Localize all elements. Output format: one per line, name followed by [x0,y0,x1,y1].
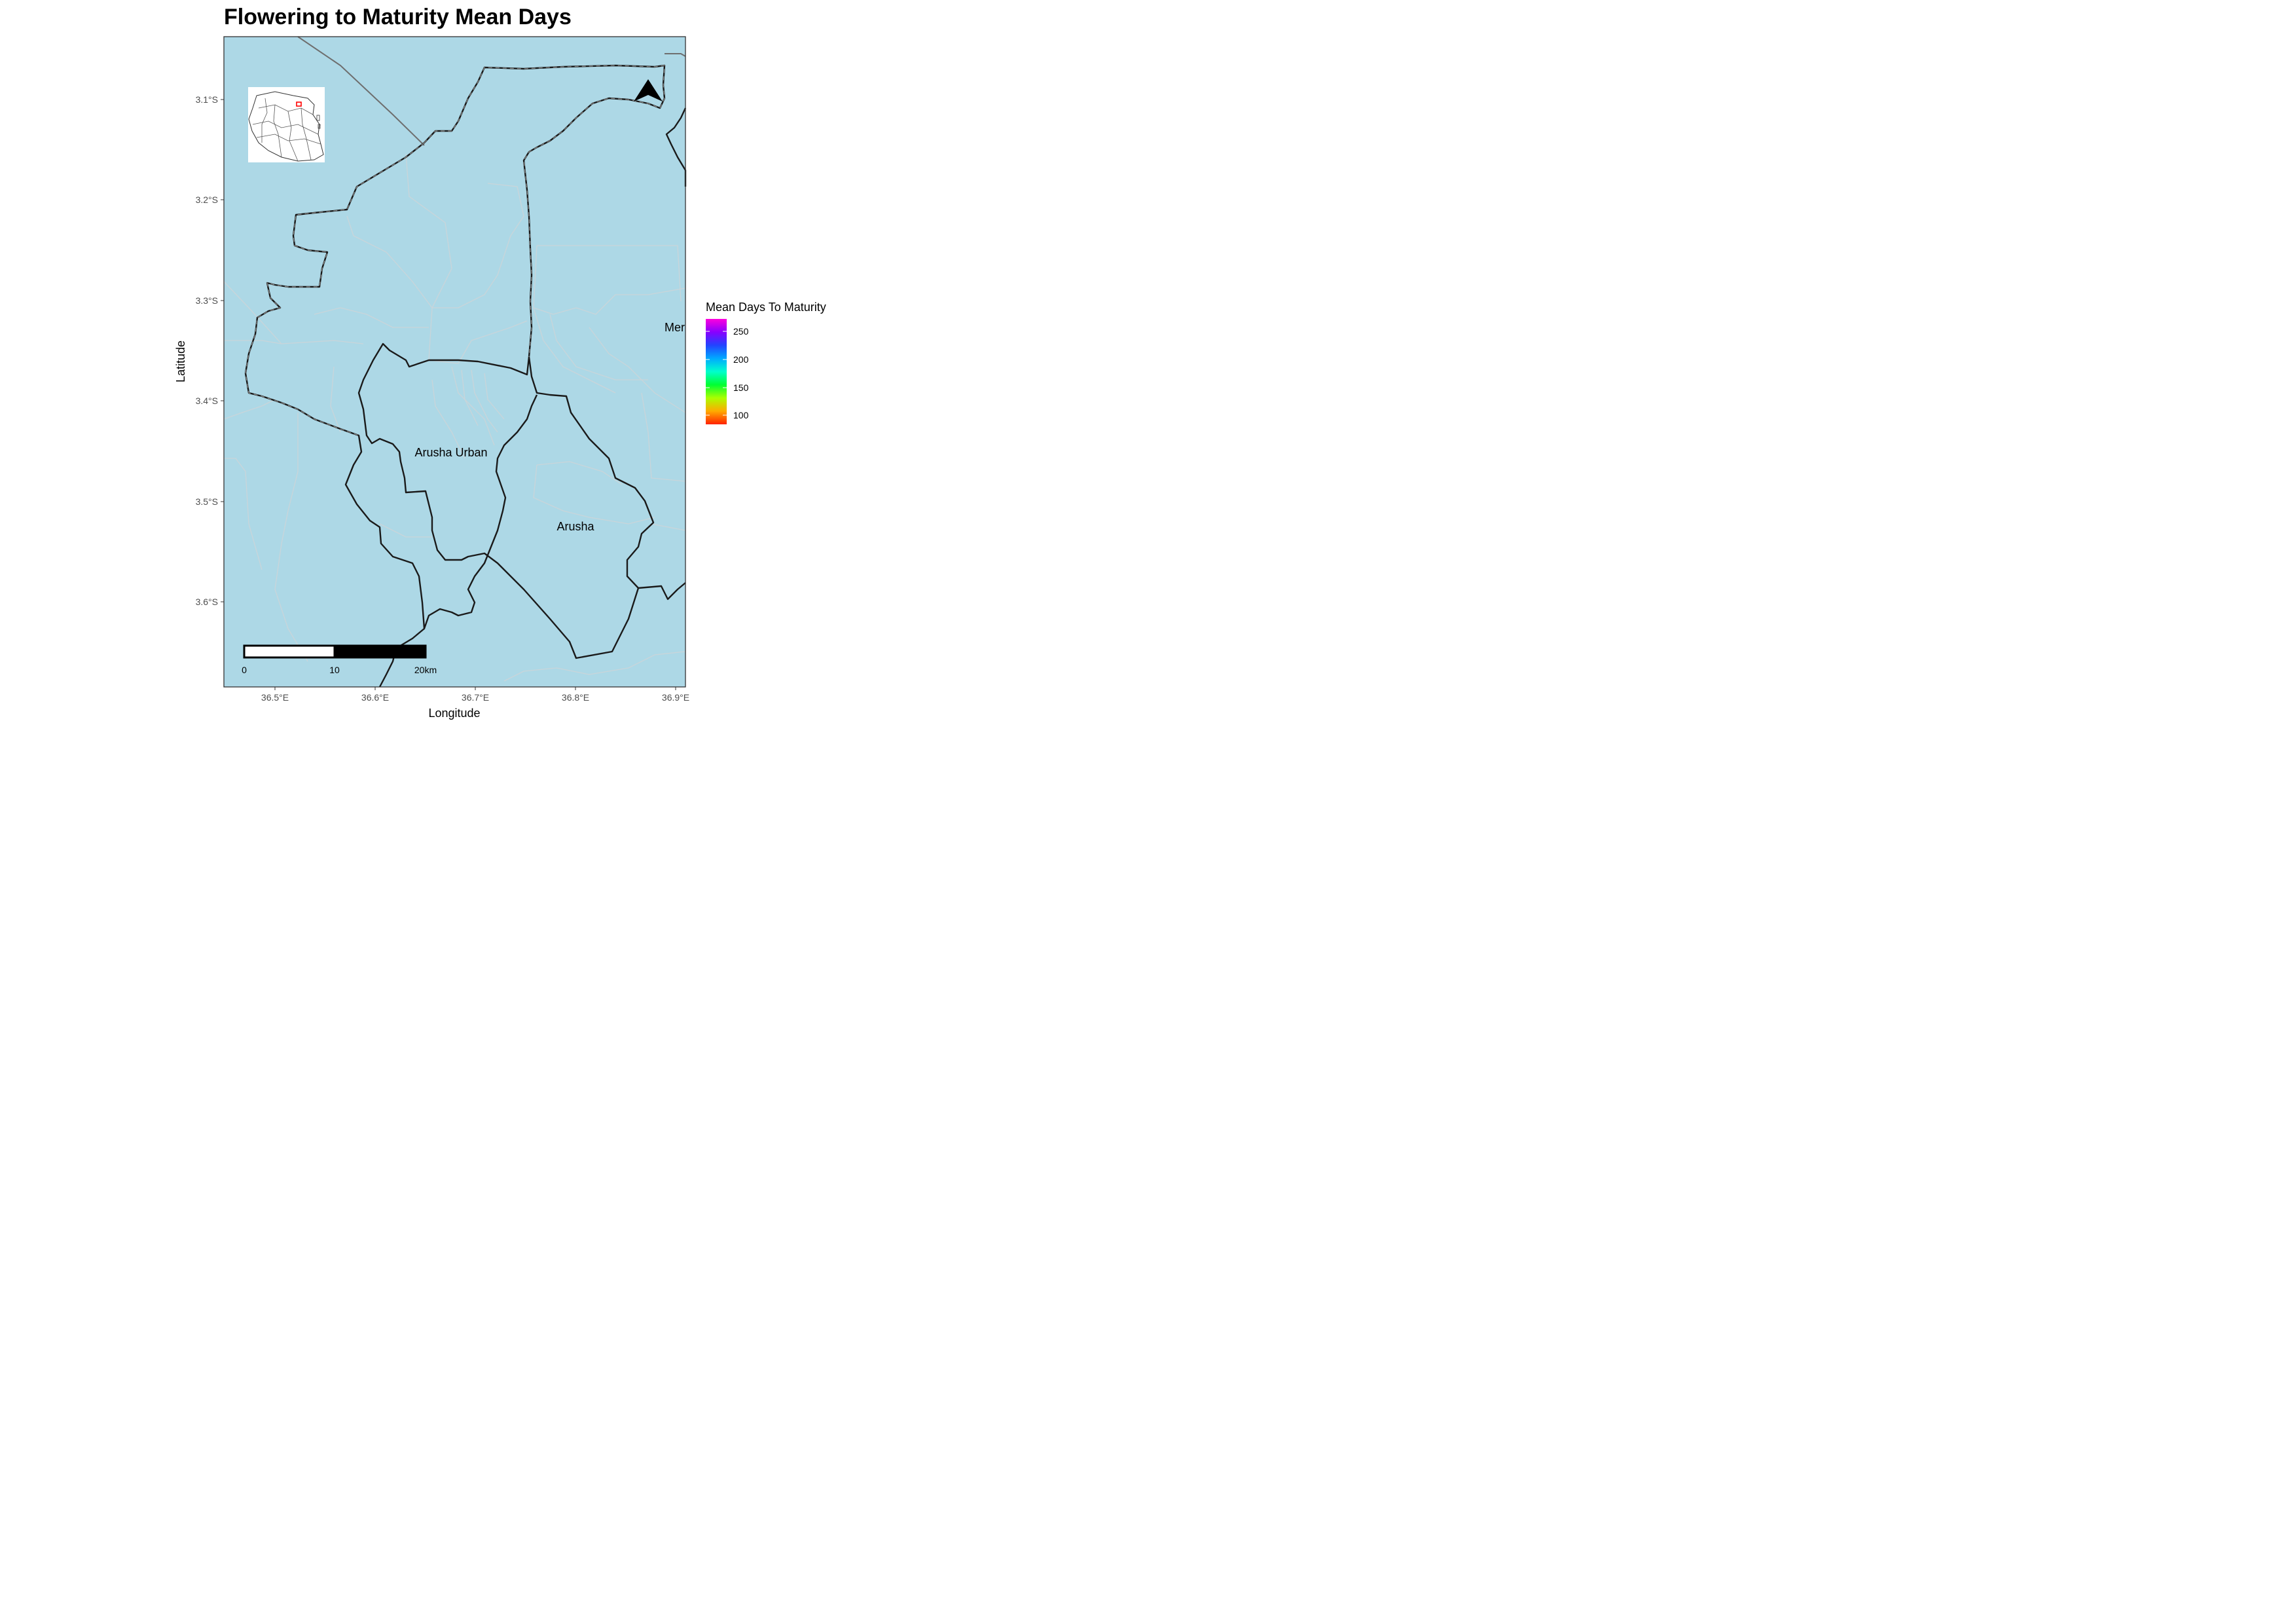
x-axis-label: Longitude [428,707,480,720]
y-tick-label: 3.2°S [196,194,218,205]
scale-label-20km: 20km [414,665,437,675]
legend-colorbar [706,319,727,424]
y-axis: 3.1°S 3.2°S 3.3°S 3.4°S 3.5°S 3.6°S [196,94,224,607]
country-border-ne [665,53,686,57]
inset-highlight-box [296,101,302,107]
y-tick-label: 3.4°S [196,396,218,406]
y-axis-label: Latitude [174,341,187,382]
map-figure: Flowering to Maturity Mean Days [174,5,826,720]
scale-label-0: 0 [242,665,247,675]
country-border [297,36,425,146]
legend-tick-label: 100 [733,410,749,420]
label-arusha-urban: Arusha Urban [414,446,487,459]
tanzania-inset-icon [248,87,325,162]
region-outer-boundary [244,64,687,688]
y-tick-label: 3.5°S [196,496,218,507]
y-tick-label: 3.1°S [196,94,218,105]
x-tick-label: 36.9°E [662,692,689,703]
ward-boundaries [223,153,686,682]
legend: Mean Days To Maturity 250 200 150 100 [706,301,826,424]
x-tick-label: 36.5°E [261,692,289,703]
map-title: Flowering to Maturity Mean Days [224,5,572,29]
map-layers [223,36,687,688]
north-arrow-icon [634,79,663,101]
y-tick-label: 3.6°S [196,597,218,607]
scale-label-10: 10 [329,665,340,675]
panel-border [223,36,686,688]
scale-bar: 0 10 20km [242,644,437,675]
y-tick-label: 3.3°S [196,295,218,306]
legend-tick-label: 200 [733,354,749,365]
label-arusha: Arusha [556,520,594,533]
legend-tick-label: 250 [733,326,749,337]
label-meru-partial: Mer [665,321,685,334]
legend-tick-label: 150 [733,382,749,393]
x-tick-label: 36.6°E [361,692,389,703]
x-tick-label: 36.7°E [462,692,489,703]
x-tick-label: 36.8°E [562,692,589,703]
legend-title: Mean Days To Maturity [706,301,826,314]
x-axis: 36.5°E 36.6°E 36.7°E 36.8°E 36.9°E [261,687,689,703]
